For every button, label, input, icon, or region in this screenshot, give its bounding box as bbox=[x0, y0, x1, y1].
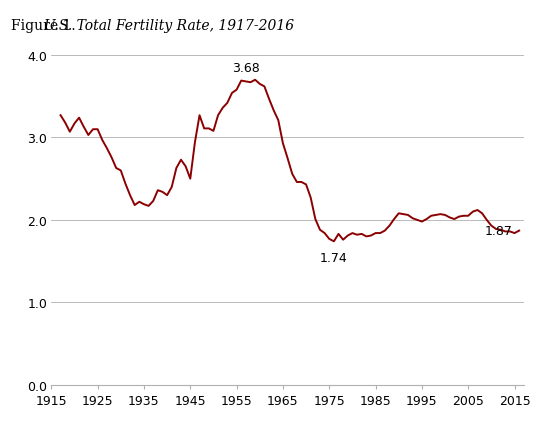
Text: 1.74: 1.74 bbox=[320, 252, 348, 264]
Text: 1.87: 1.87 bbox=[484, 224, 512, 237]
Text: U.S. Total Fertility Rate, 1917-2016: U.S. Total Fertility Rate, 1917-2016 bbox=[44, 19, 294, 33]
Text: Figure 1.: Figure 1. bbox=[11, 19, 80, 33]
Text: 3.68: 3.68 bbox=[232, 62, 260, 75]
